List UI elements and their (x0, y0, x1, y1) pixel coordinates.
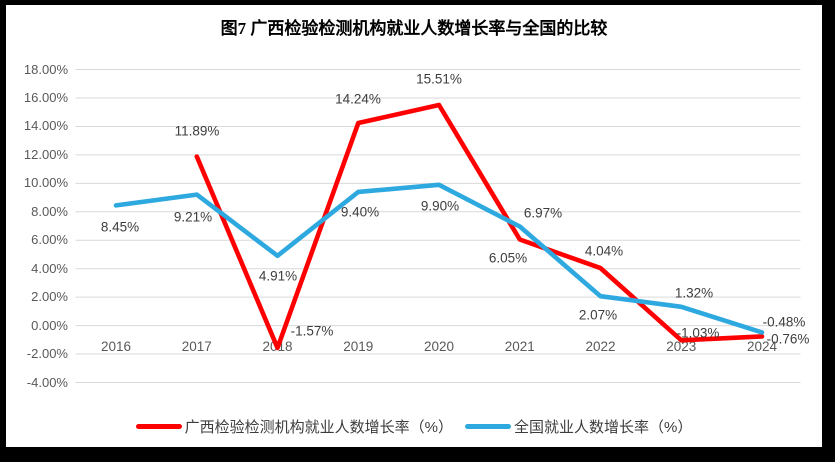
x-axis-tick-label: 2019 (343, 339, 374, 354)
x-axis-tick-label: 2020 (423, 339, 455, 354)
frame-border-right (822, 0, 835, 462)
data-label-guangxi: 11.89% (174, 123, 220, 139)
data-label-guangxi: -1.03% (676, 325, 720, 341)
legend: 广西检验检测机构就业人数增长率（%） 全国就业人数增长率（%） (6, 414, 822, 438)
y-axis-tick-label: 8.00% (31, 203, 68, 219)
data-label-national: 2.07% (578, 307, 618, 323)
y-axis-tick-label: 16.00% (23, 90, 68, 105)
legend-item-national: 全国就业人数增长率（%） (465, 416, 692, 437)
frame-border-top (0, 0, 835, 5)
series-line-guangxi (194, 102, 765, 351)
legend-label-guangxi: 广西检验检测机构就业人数增长率（%） (184, 418, 453, 436)
data-label-national: 9.21% (173, 209, 213, 225)
x-axis-tick-label: 2021 (504, 339, 535, 354)
data-label-guangxi: 6.05% (488, 250, 528, 266)
data-label-guangxi: 4.04% (584, 243, 624, 259)
legend-item-guangxi: 广西检验检测机构就业人数增长率（%） (135, 416, 453, 437)
data-label-national: 6.97% (523, 205, 563, 221)
frame-border-left (0, 0, 6, 462)
y-axis-tick-label: 0.00% (31, 317, 68, 333)
chart-title: 图7 广西检验检测机构就业人数增长率与全国的比较 (220, 19, 608, 38)
y-axis-tick-label: 2.00% (31, 289, 68, 305)
frame-border-bottom (0, 447, 835, 462)
series-line-national (113, 182, 765, 335)
data-label-guangxi: 15.51% (416, 71, 462, 87)
x-axis-tick-label: 2022 (585, 339, 616, 354)
data-label-national: 1.32% (674, 285, 714, 301)
data-label-guangxi: -1.57% (290, 323, 334, 339)
y-axis-tick-label: 6.00% (31, 232, 68, 248)
legend-label-national: 全国就业人数增长率（%） (514, 418, 693, 436)
legend-swatch-blue (465, 423, 511, 429)
y-axis-tick-label: 10.00% (23, 175, 68, 191)
data-label-national: 9.40% (340, 204, 380, 220)
x-axis-tick-label: 2016 (100, 339, 132, 354)
y-axis-tick-label: 14.00% (23, 118, 68, 134)
y-axis-tick-label: 18.00% (23, 61, 68, 77)
y-axis-tick-label: -2.00% (26, 346, 68, 362)
x-axis-tick-label: 2017 (181, 339, 212, 354)
data-label-national: -0.48% (762, 314, 806, 330)
x-axis-tick-label: 2024 (746, 339, 778, 354)
data-label-national: 4.91% (258, 268, 298, 284)
x-axis-tick-label: 2023 (666, 339, 697, 354)
data-label-national: 9.90% (420, 198, 460, 214)
data-label-national: 8.45% (100, 219, 140, 235)
y-axis-tick-label: 4.00% (31, 260, 68, 276)
data-label-guangxi: 14.24% (335, 91, 381, 107)
data-label-guangxi: -0.76% (766, 331, 810, 347)
y-axis-tick-label: -4.00% (26, 374, 68, 390)
y-axis-tick-label: 12.00% (23, 146, 68, 162)
legend-swatch-red (135, 423, 182, 429)
